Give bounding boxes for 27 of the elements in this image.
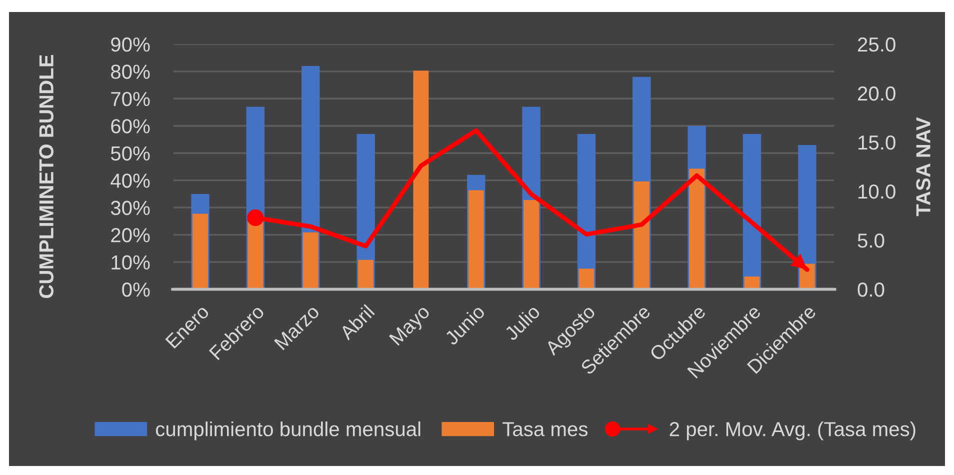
- y-tick-label: 60%: [111, 119, 150, 134]
- bar: [358, 260, 374, 290]
- bar: [578, 268, 594, 290]
- y-tick-label: 70%: [111, 92, 150, 106]
- y-tick-label: 90%: [111, 37, 150, 52]
- y2-tick-label: 5.0: [858, 233, 884, 248]
- y-tick-label: 50%: [110, 146, 150, 161]
- legend-label: 2 per. Mov. Avg. (Tasa mes): [670, 421, 916, 440]
- x-tick-label: Julio: [503, 304, 541, 342]
- y-tick-label: 0%: [122, 282, 150, 297]
- y-tick-label: 30%: [110, 200, 150, 216]
- bar: [742, 134, 762, 290]
- bar: [302, 232, 318, 290]
- y-axis-title: CUMPLIMINETO BUNDLE: [39, 54, 54, 298]
- y2-tick-label: 10.0: [858, 184, 896, 199]
- y2-axis-title: TASA NAV: [916, 117, 930, 216]
- legend-label: Tasa mes: [502, 422, 588, 436]
- y2-tick-label: 0.0: [858, 282, 884, 297]
- y2-tick-label: 15.0: [858, 135, 896, 150]
- bar: [413, 70, 429, 290]
- legend-label: cumplimiento bundle mensual: [156, 421, 420, 440]
- y2-tick-label: 25.0: [858, 37, 896, 52]
- y2-tick-label: 20.0: [858, 86, 896, 101]
- y-tick-label: 40%: [110, 174, 150, 188]
- y-tick-label: 20%: [111, 228, 150, 242]
- y-tick-label: 10%: [112, 255, 150, 270]
- y-tick-label: 80%: [111, 64, 150, 79]
